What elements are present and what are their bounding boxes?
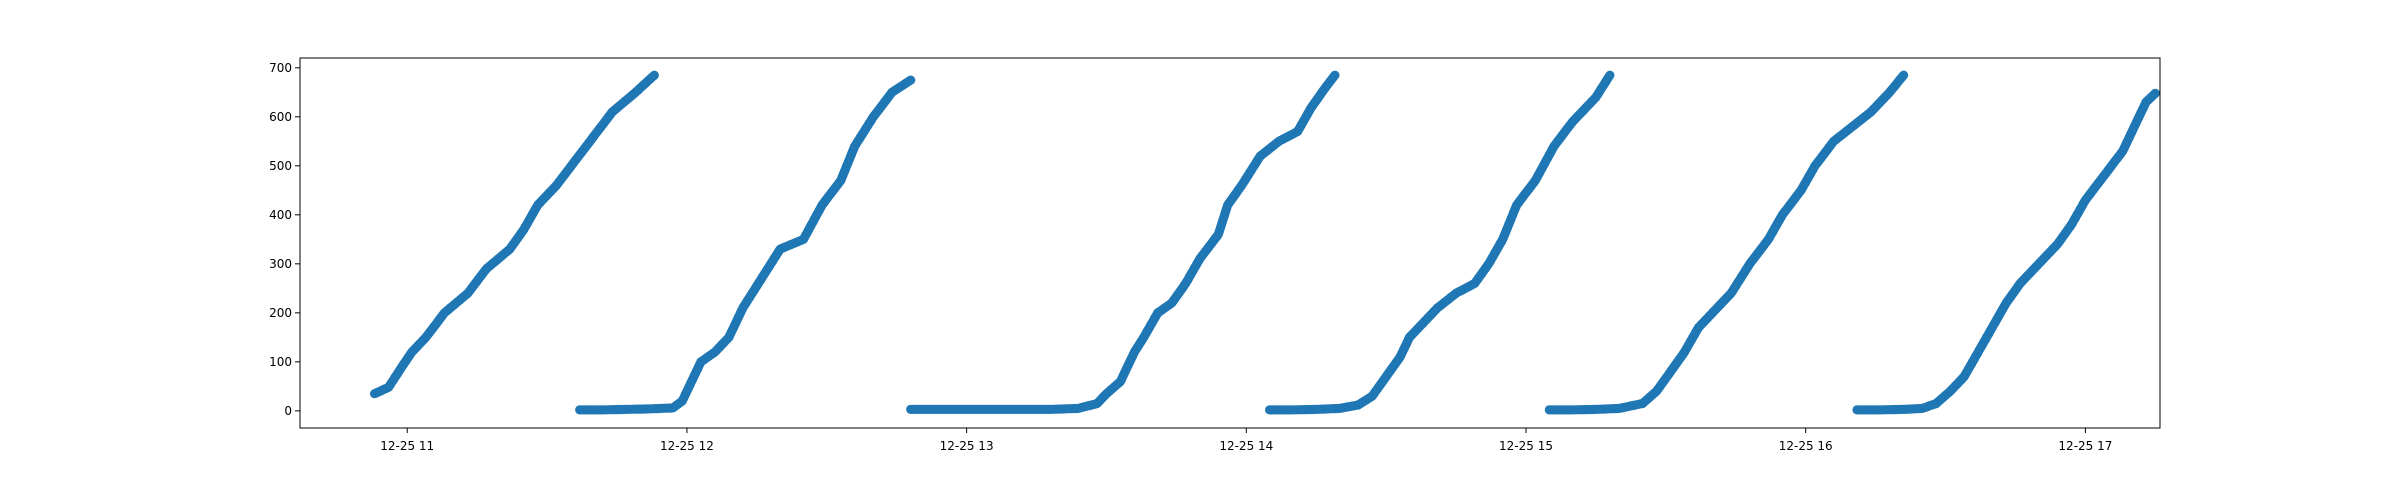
scatter-point [649,70,659,80]
scatter-point [906,75,916,85]
scatter-marks [370,70,2160,415]
scatter-point [1330,70,1340,80]
y-tick-label: 500 [269,159,292,173]
y-tick-label: 0 [284,404,292,418]
x-tick-label: 12-25 16 [1779,439,1833,453]
series-4 [1265,70,1615,415]
x-tick-label: 12-25 17 [2058,439,2112,453]
plot-frame [299,57,2161,429]
x-tick-label: 12-25 13 [940,439,994,453]
x-tick-label: 12-25 14 [1219,439,1273,453]
y-tick-label: 600 [269,110,292,124]
x-axis: 12-25 11 12-25 12 12-25 13 12-25 14 12-25 15… [380,428,2112,453]
scatter-point [1899,70,1909,80]
scatter-point [1605,70,1615,80]
y-tick-label: 200 [269,306,292,320]
series-1 [370,70,659,399]
series-5 [1544,70,1909,415]
y-tick-label: 700 [269,61,292,75]
y-tick-label: 300 [269,257,292,271]
series-2 [575,75,916,415]
scatter-point [2150,88,2160,98]
series-3 [906,70,1340,414]
series-6 [1852,88,2160,415]
y-tick-label: 400 [269,208,292,222]
y-tick-label: 100 [269,355,292,369]
x-tick-label: 12-25 15 [1499,439,1553,453]
y-axis: 0 100 200 300 400 500 600 700 [269,61,300,418]
x-tick-label: 12-25 12 [660,439,714,453]
x-tick-label: 12-25 11 [380,439,434,453]
